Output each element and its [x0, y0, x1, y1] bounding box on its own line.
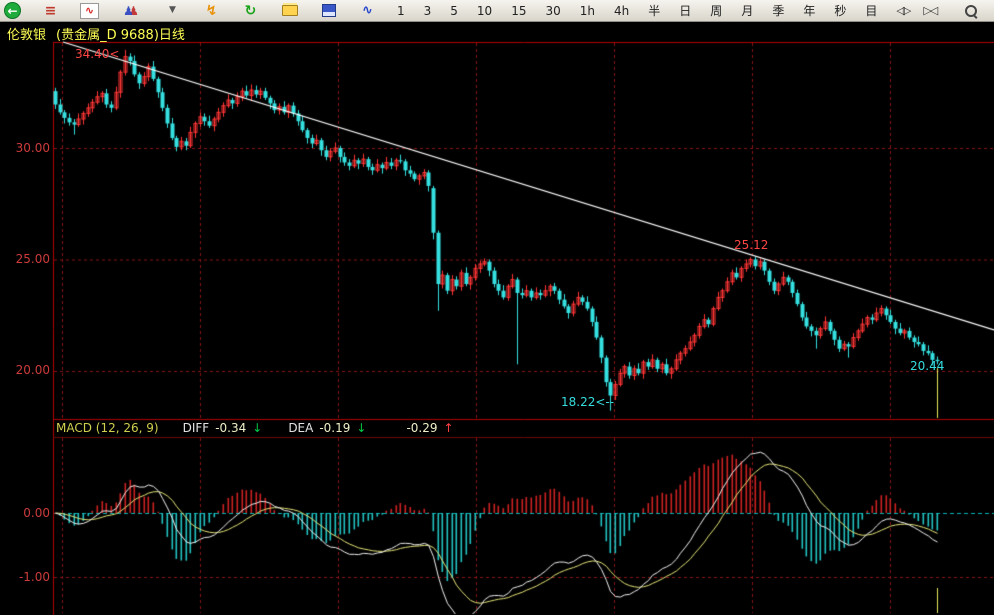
- period-bar: 1 3 5 10 15 30 1h 4h 半 日 周 月 季 年 秒 目: [397, 2, 896, 19]
- prev-page-button[interactable]: ◁▷: [896, 4, 911, 17]
- open-folder-icon[interactable]: [280, 2, 299, 19]
- save-icon[interactable]: [319, 2, 338, 19]
- period-button-1h[interactable]: 1h: [579, 3, 596, 18]
- period-button-季[interactable]: 季: [772, 4, 785, 18]
- macd-axis-label-0: 0.00: [23, 506, 50, 520]
- marker-all-time-high: 34.40<: [75, 47, 120, 61]
- symbol-detail: (贵金属_D 9688)日线: [56, 28, 185, 43]
- price-axis-label-25: 25.00: [15, 252, 50, 266]
- diff-label: DIFF: [182, 421, 210, 435]
- macd-indicator-label: MACD (12, 26, 9): [56, 421, 159, 435]
- dea-label: DEA: [288, 421, 314, 435]
- dea-down-arrow-icon: ↓: [356, 421, 367, 435]
- dropdown-arrow-icon[interactable]: ▼: [169, 5, 176, 15]
- macd-bar-value: -0.29: [406, 421, 438, 435]
- title-bar: 伦敦银 (贵金属_D 9688)日线: [7, 24, 195, 43]
- period-button-15[interactable]: 15: [511, 3, 527, 18]
- period-button-月[interactable]: 月: [741, 4, 754, 18]
- period-button-半[interactable]: 半: [648, 4, 661, 18]
- marker-swing-high: 25.12: [734, 238, 769, 252]
- period-button-秒[interactable]: 秒: [834, 4, 847, 18]
- quote-list-icon[interactable]: ≡: [44, 2, 57, 19]
- magnifier-icon[interactable]: [964, 4, 978, 18]
- macd-bar-up-arrow-icon: ↑: [443, 421, 454, 435]
- symbol-name: 伦敦银: [7, 28, 47, 43]
- period-button-5[interactable]: 5: [450, 3, 458, 18]
- period-button-周[interactable]: 周: [710, 4, 723, 18]
- marker-last-price: 20.44: [910, 359, 945, 373]
- macd-label-row: MACD (12, 26, 9) DIFF -0.34 ↓ DEA -0.19 …: [56, 420, 454, 436]
- toolbar: ← ≡ ∿ ♟ ▼ ↯ ↻ ∿ 1 3 5 10 15 30 1h 4h 半 日 周 月 季 年 秒 目 ◁▷…: [0, 0, 994, 22]
- period-button-目[interactable]: 目: [865, 4, 878, 18]
- macd-axis-label-m1: -1.00: [18, 570, 50, 584]
- price-axis-label-20: 20.00: [15, 363, 50, 377]
- period-button-30[interactable]: 30: [545, 3, 561, 18]
- kline-chart-icon[interactable]: ∿: [80, 2, 99, 19]
- marker-period-low: 18.22<--: [561, 395, 615, 409]
- period-button-10[interactable]: 10: [476, 3, 493, 18]
- period-button-4h[interactable]: 4h: [614, 3, 630, 18]
- lightning-icon[interactable]: ↯: [205, 2, 218, 19]
- price-axis-label-30: 30.00: [15, 141, 50, 155]
- refresh-icon[interactable]: ↻: [244, 2, 257, 19]
- trendline-tool-icon[interactable]: ∿: [362, 3, 373, 18]
- period-button-日[interactable]: 日: [679, 4, 692, 18]
- dea-value: -0.19: [319, 421, 351, 435]
- diff-value: -0.34: [215, 421, 247, 435]
- period-button-3[interactable]: 3: [423, 3, 432, 18]
- period-button-1[interactable]: 1: [397, 3, 405, 18]
- period-button-年[interactable]: 年: [803, 4, 816, 18]
- next-page-button[interactable]: ▷◁: [923, 4, 938, 17]
- back-icon[interactable]: ←: [4, 2, 21, 19]
- users-icon[interactable]: ♟: [123, 3, 134, 18]
- diff-down-arrow-icon: ↓: [252, 421, 263, 435]
